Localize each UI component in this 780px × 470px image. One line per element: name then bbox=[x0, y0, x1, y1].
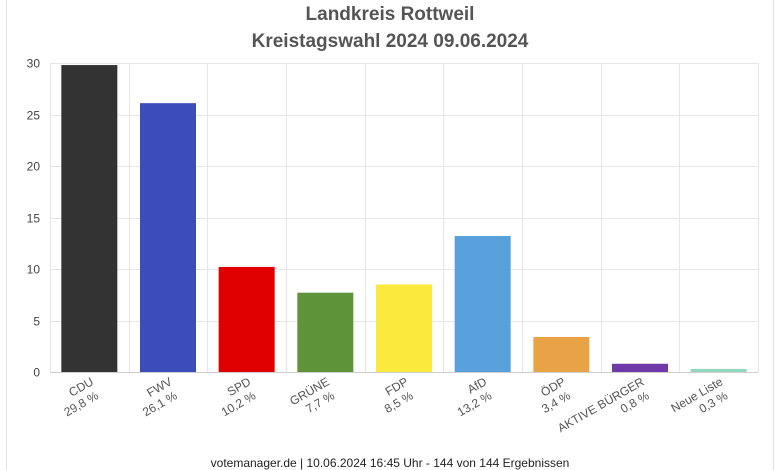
bar-aktive-bürger bbox=[612, 363, 668, 372]
y-tick-label: 0 bbox=[33, 366, 40, 380]
y-tick-label: 10 bbox=[27, 263, 41, 277]
y-tick-label: 15 bbox=[27, 212, 41, 226]
source-footer: votemanager.de | 10.06.2024 16:45 Uhr - … bbox=[210, 456, 570, 470]
bar-cdu bbox=[61, 65, 118, 372]
bar-fwv bbox=[140, 103, 196, 373]
chart-frame bbox=[6, 0, 774, 470]
bar-grüne bbox=[297, 292, 354, 372]
chart-title: Landkreis Rottweil bbox=[305, 4, 475, 25]
y-tick-label: 30 bbox=[27, 57, 41, 71]
y-tick-label: 5 bbox=[33, 315, 40, 329]
chart-subtitle: Kreistagswahl 2024 09.06.2024 bbox=[251, 31, 529, 52]
bar-ödp bbox=[533, 336, 590, 372]
bar-afd bbox=[454, 236, 511, 372]
y-tick-label: 25 bbox=[27, 109, 41, 123]
bar-spd bbox=[218, 266, 275, 372]
y-tick-label: 20 bbox=[27, 160, 41, 174]
bar-fdp bbox=[376, 284, 432, 372]
bar-neue-liste bbox=[690, 368, 747, 372]
